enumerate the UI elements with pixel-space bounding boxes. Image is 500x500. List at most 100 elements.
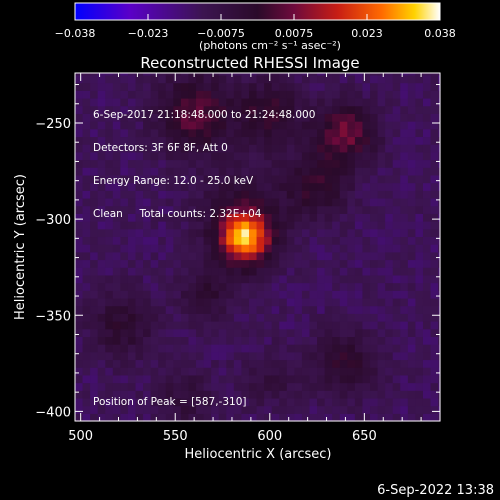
heatmap-cell: [370, 213, 379, 222]
heatmap-cell: [271, 382, 280, 391]
heatmap-cell: [415, 73, 424, 76]
heatmap-cell: [438, 267, 441, 276]
heatmap-cell: [370, 267, 379, 276]
heatmap-cell: [271, 328, 280, 337]
heatmap-cell: [324, 236, 333, 245]
heatmap-cell: [241, 344, 250, 353]
heatmap-cell: [226, 405, 235, 414]
heatmap-cell: [370, 244, 379, 253]
heatmap-cell: [233, 374, 243, 384]
heatmap-cell: [135, 290, 144, 299]
heatmap-cell: [90, 82, 99, 91]
heatmap-cell: [279, 167, 288, 176]
heatmap-cell: [377, 205, 386, 214]
heatmap-cell: [301, 228, 311, 238]
heatmap-cell: [127, 297, 137, 307]
heatmap-cell: [271, 144, 280, 153]
heatmap-cell: [362, 167, 371, 176]
heatmap-cell: [196, 251, 205, 261]
heatmap-cell: [173, 197, 182, 207]
heatmap-cell: [422, 144, 432, 153]
heatmap-cell: [309, 82, 318, 91]
heatmap-cell: [165, 413, 174, 422]
heatmap-cell: [203, 297, 212, 307]
heatmap-cell: [392, 128, 401, 138]
heatmap-cell: [438, 144, 441, 153]
heatmap-cell: [165, 359, 174, 368]
heatmap-cell: [233, 382, 243, 391]
heatmap-cell: [279, 190, 288, 199]
heatmap-cell: [286, 251, 295, 261]
heatmap-cell: [120, 167, 129, 176]
heatmap-cell: [112, 382, 121, 391]
heatmap-cell: [332, 382, 341, 391]
heatmap-cell: [264, 274, 273, 284]
heatmap-cell: [150, 282, 159, 291]
heatmap-cell: [354, 228, 364, 238]
heatmap-cell: [256, 228, 265, 238]
heatmap-cell: [370, 374, 379, 384]
heatmap-cell: [400, 297, 409, 307]
heatmap-cell: [286, 374, 295, 384]
heatmap-cell: [248, 405, 258, 414]
heatmap-cell: [82, 228, 91, 238]
energy-range-text: Energy Range: 12.0 - 25.0 keV: [93, 175, 254, 187]
heatmap-cell: [370, 121, 379, 130]
heatmap-cell: [241, 244, 250, 253]
heatmap-cell: [347, 259, 356, 268]
heatmap-cell: [158, 151, 167, 161]
heatmap-cell: [82, 136, 91, 145]
heatmap-cell: [370, 321, 379, 330]
heatmap-cell: [241, 197, 250, 207]
heatmap-cell: [90, 113, 99, 122]
heatmap-cell: [143, 128, 152, 138]
heatmap-cell: [241, 413, 250, 422]
heatmap-cell: [271, 321, 280, 330]
heatmap-cell: [165, 182, 174, 191]
heatmap-cell: [135, 174, 144, 184]
heatmap-cell: [196, 344, 205, 353]
heatmap-cell: [317, 213, 326, 222]
heatmap-cell: [150, 382, 159, 391]
heatmap-cell: [294, 182, 303, 191]
heatmap-cell: [158, 213, 167, 222]
heatmap-cell: [430, 267, 439, 276]
heatmap-cell: [438, 167, 441, 176]
heatmap-cell: [226, 167, 235, 176]
heatmap-cell: [264, 413, 273, 422]
heatmap-cell: [120, 121, 129, 130]
heatmap-cell: [196, 159, 205, 168]
heatmap-cell: [415, 390, 424, 399]
heatmap-cell: [256, 90, 265, 99]
heatmap-cell: [256, 259, 265, 268]
heatmap-cell: [203, 236, 212, 245]
heatmap-cell: [294, 213, 303, 222]
heatmap-cell: [370, 413, 379, 422]
heatmap-cell: [82, 121, 91, 130]
heatmap-cell: [143, 290, 152, 299]
heatmap-cell: [112, 374, 121, 384]
heatmap-cell: [226, 236, 235, 245]
heatmap-cell: [105, 73, 114, 76]
heatmap-cell: [135, 351, 144, 361]
heatmap-cell: [362, 321, 371, 330]
heatmap-cell: [294, 351, 303, 361]
heatmap-cell: [347, 228, 356, 238]
heatmap-cell: [233, 174, 243, 184]
heatmap-cell: [264, 321, 273, 330]
heatmap-cell: [120, 397, 129, 407]
heatmap-cell: [218, 244, 227, 253]
heatmap-cell: [203, 244, 212, 253]
heatmap-cell: [400, 236, 409, 245]
heatmap-cell: [97, 236, 106, 245]
heatmap-cell: [294, 244, 303, 253]
heatmap-cell: [279, 205, 288, 214]
heatmap-cell: [112, 397, 121, 407]
heatmap-cell: [347, 274, 356, 284]
heatmap-cell: [385, 282, 394, 291]
heatmap-cell: [180, 374, 190, 384]
heatmap-cell: [400, 174, 409, 184]
heatmap-cell: [377, 73, 386, 76]
heatmap-cell: [407, 413, 417, 422]
heatmap-cell: [248, 251, 258, 261]
